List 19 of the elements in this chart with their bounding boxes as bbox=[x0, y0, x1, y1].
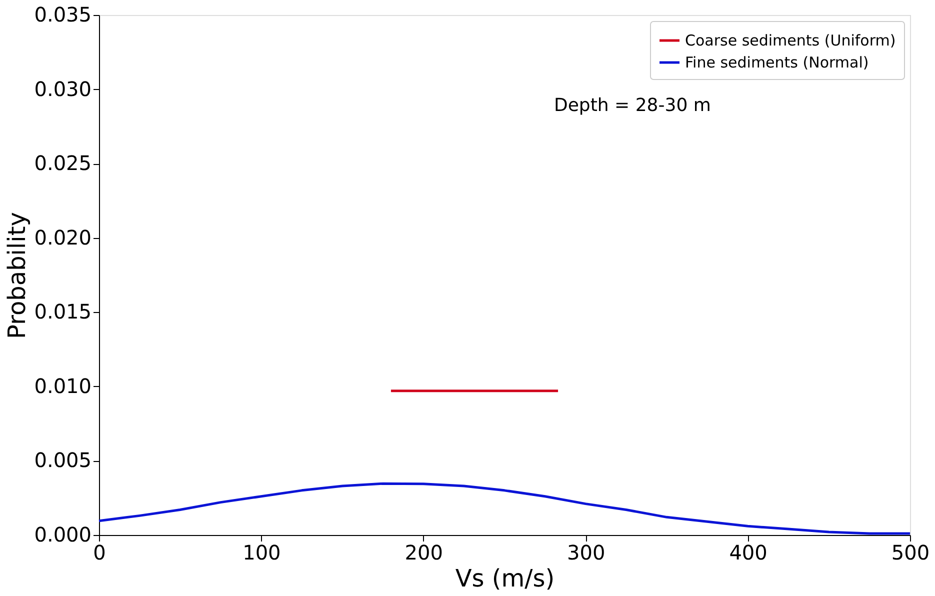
y-tick-label: 0.005 bbox=[34, 448, 92, 472]
x-tick-label: 100 bbox=[242, 540, 281, 564]
y-tick-label: 0.010 bbox=[34, 374, 92, 398]
annotation: Depth = 28-30 m bbox=[554, 95, 711, 116]
y-tick-label: 0.030 bbox=[34, 76, 92, 101]
y-tick-label: 0.035 bbox=[34, 2, 92, 26]
x-tick-label: 300 bbox=[567, 540, 606, 564]
legend-label: Fine sediments (Normal) bbox=[685, 54, 869, 72]
x-tick-label: 400 bbox=[729, 540, 768, 564]
y-tick-label: 0.015 bbox=[34, 300, 92, 324]
y-axis-title: Probability bbox=[3, 212, 32, 339]
legend-label: Coarse sediments (Uniform) bbox=[685, 32, 896, 50]
x-tick-label: 200 bbox=[404, 540, 443, 564]
y-tick-label: 0.020 bbox=[34, 225, 92, 250]
y-tick-label: 0.000 bbox=[34, 522, 92, 546]
x-tick-label: 0 bbox=[93, 540, 106, 564]
x-tick-label: 500 bbox=[891, 540, 930, 564]
y-tick-label: 0.025 bbox=[34, 151, 92, 176]
x-axis-title: Vs (m/s) bbox=[455, 564, 555, 592]
